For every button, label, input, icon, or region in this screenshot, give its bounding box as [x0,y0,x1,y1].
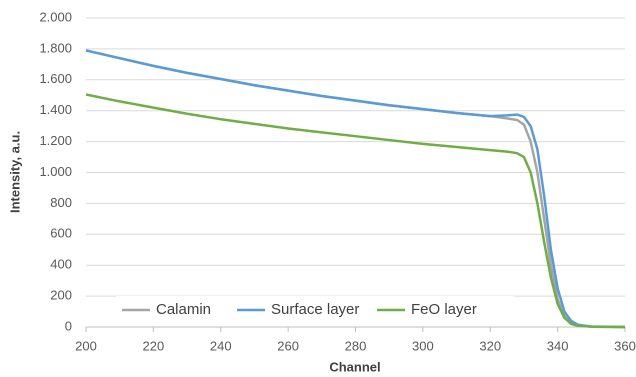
y-tick-label: 0 [65,318,72,333]
x-tick-label: 360 [614,338,636,353]
series-line [85,93,626,329]
x-axis-title: Channel [329,359,380,374]
y-tick-label: 800 [50,195,72,210]
y-tick-label: 200 [50,288,72,303]
x-tick-label: 300 [412,338,434,353]
x-tick-label: 220 [143,338,165,353]
x-tick-label: 260 [277,338,299,353]
y-tick-label: 600 [50,226,72,241]
x-tick-label: 340 [547,338,569,353]
y-axis-title: Intensity, a.u. [7,131,22,213]
y-tick-label: 1.000 [39,164,72,179]
series-line [85,49,626,329]
x-tick-label: 240 [210,338,232,353]
legend [116,296,514,324]
x-tick-label: 280 [345,338,367,353]
y-tick-label: 400 [50,257,72,272]
y-tick-label: 1.400 [39,102,72,117]
y-tick-label: 1.600 [39,71,72,86]
y-tick-label: 1.200 [39,133,72,148]
x-tick-label: 200 [75,338,97,353]
y-tick-label: 1.800 [39,40,72,55]
legend-label: Surface layer [271,301,359,318]
legend-label: FeO layer [411,301,477,318]
y-tick-label: 2.000 [39,9,72,24]
x-tick-label: 320 [479,338,501,353]
legend-label: Calamin [156,301,211,318]
